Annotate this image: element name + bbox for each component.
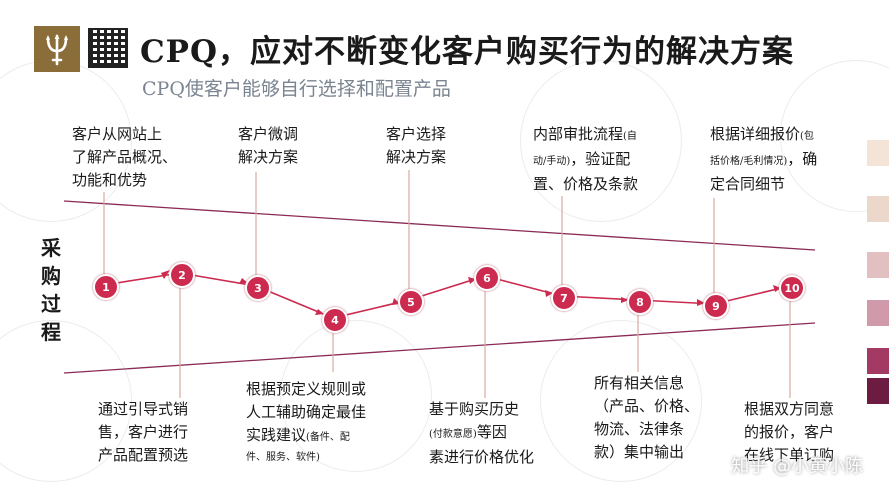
side-label-char: 购 bbox=[41, 264, 61, 288]
note-line: 素进行价格优化 bbox=[429, 448, 535, 466]
color-strip bbox=[867, 378, 889, 404]
note-step-9: 根据详细报价(包 括价格/毛利情况)，确 定合同细节 bbox=[710, 123, 817, 196]
purchase-process-label: 采 购 过 程 bbox=[36, 234, 66, 346]
color-strip bbox=[867, 300, 889, 326]
note-line: 售，客户进行 bbox=[98, 423, 189, 441]
note-step-4: 根据预定义规则或 人工辅助确定最佳 实践建议(备件、配 件、服务、软件) bbox=[246, 378, 366, 467]
note-line: 解决方案 bbox=[238, 148, 299, 166]
note-step-1: 客户从网站上 了解产品概况、 功能和优势 bbox=[72, 123, 177, 192]
watermark-circle bbox=[280, 320, 432, 472]
note-line: 括价格/毛利情况)，确 bbox=[710, 148, 817, 173]
note-line: 人工辅助确定最佳 bbox=[246, 403, 367, 421]
step-marker-6: 6 bbox=[474, 265, 500, 291]
step-marker-9: 9 bbox=[703, 293, 729, 319]
arrow-head bbox=[773, 285, 781, 292]
note-text: 等因 bbox=[476, 423, 507, 441]
note-step-7: 内部审批流程(自 动/手动)，验证配 置、价格及条款 bbox=[533, 123, 638, 196]
note-line: 根据详细报价(包 bbox=[710, 123, 817, 148]
note-line: 产品配置预选 bbox=[98, 446, 189, 464]
note-line: 根据预定义规则或 bbox=[246, 380, 367, 398]
note-line: 客户选择 bbox=[386, 125, 447, 143]
watermark-circle bbox=[540, 320, 702, 482]
note-line: 的报价，客户 bbox=[744, 423, 835, 441]
watermark-circle bbox=[520, 60, 682, 222]
note-small-text: (包 bbox=[800, 131, 814, 142]
trident-logo-icon bbox=[34, 26, 80, 72]
note-text: 根据详细报价 bbox=[710, 125, 801, 143]
note-step-10: 根据双方同意 的报价，客户 在线下单订购 bbox=[744, 398, 834, 467]
side-label-char: 程 bbox=[41, 320, 61, 344]
step-path bbox=[103, 272, 791, 319]
color-strip bbox=[867, 348, 889, 374]
note-line: （产品、价格、 bbox=[594, 397, 700, 415]
arrow-head bbox=[161, 270, 170, 279]
note-line: 根据双方同意 bbox=[744, 400, 835, 418]
note-line: 物流、法律条 bbox=[594, 420, 685, 438]
note-small-text: (备件、配 bbox=[306, 432, 350, 443]
color-strip bbox=[867, 140, 889, 166]
note-line: 通过引导式销 bbox=[98, 400, 189, 418]
note-line: 置、价格及条款 bbox=[533, 175, 639, 193]
note-line: 内部审批流程(自 bbox=[533, 123, 638, 148]
step-marker-1: 1 bbox=[93, 274, 119, 300]
step-marker-7: 7 bbox=[551, 285, 577, 311]
color-strip bbox=[867, 252, 889, 278]
note-step-6: 基于购买历史 (付款意愿)等因 素进行价格优化 bbox=[429, 398, 534, 469]
note-small-text: (付款意愿) bbox=[429, 429, 477, 440]
qr-code-icon bbox=[88, 28, 128, 68]
step-marker-5: 5 bbox=[398, 289, 424, 315]
note-line: 解决方案 bbox=[386, 148, 447, 166]
note-step-3: 客户微调 解决方案 bbox=[238, 123, 298, 169]
note-small-text: (自 bbox=[623, 131, 637, 142]
step-marker-10: 10 bbox=[779, 275, 805, 301]
note-line: 客户从网站上 bbox=[72, 125, 163, 143]
note-line: 功能和优势 bbox=[72, 171, 148, 189]
note-text: ，验证配 bbox=[570, 150, 631, 168]
page-subtitle: CPQ使客户能够自行选择和配置产品 bbox=[142, 78, 451, 100]
arrow-head bbox=[621, 297, 629, 303]
note-line: 基于购买历史 bbox=[429, 400, 520, 418]
note-line: 了解产品概况、 bbox=[72, 148, 178, 166]
note-step-2: 通过引导式销 售，客户进行 产品配置预选 bbox=[98, 398, 188, 467]
note-text: 内部审批流程 bbox=[533, 125, 624, 143]
side-label-char: 过 bbox=[41, 292, 61, 316]
note-line: 款）集中输出 bbox=[594, 443, 685, 461]
step-marker-8: 8 bbox=[627, 289, 653, 315]
step-marker-3: 3 bbox=[245, 275, 271, 301]
note-line: 客户微调 bbox=[238, 125, 299, 143]
funnel-bottom-line bbox=[63, 322, 816, 374]
note-small-text: 动/手动) bbox=[533, 156, 571, 167]
side-label-char: 采 bbox=[41, 236, 61, 260]
note-line: 动/手动)，验证配 bbox=[533, 148, 638, 173]
note-small-text: 括价格/毛利情况) bbox=[710, 156, 788, 167]
note-line: 定合同细节 bbox=[710, 175, 786, 193]
note-line: (付款意愿)等因 bbox=[429, 421, 534, 446]
note-step-8: 所有相关信息 （产品、价格、 物流、法律条 款）集中输出 bbox=[594, 372, 699, 464]
arrow-head bbox=[315, 309, 324, 315]
note-text: ，确 bbox=[787, 150, 818, 168]
arrow-head bbox=[697, 299, 705, 306]
color-strip bbox=[867, 196, 889, 222]
step-marker-2: 2 bbox=[169, 262, 195, 288]
page-title: CPQ，应对不断变化客户购买行为的解决方案 bbox=[140, 34, 794, 70]
funnel-top-line bbox=[63, 200, 816, 251]
note-line: 在线下单订购 bbox=[744, 446, 835, 464]
note-line: 实践建议(备件、配 bbox=[246, 424, 366, 449]
step-marker-4: 4 bbox=[322, 307, 348, 333]
zhihu-watermark: 知乎 @小黄小陈 bbox=[731, 456, 863, 477]
note-small-line: 件、服务、软件) bbox=[246, 452, 320, 463]
arrow-head bbox=[545, 290, 553, 297]
note-line: 所有相关信息 bbox=[594, 374, 685, 392]
note-text: 实践建议 bbox=[246, 426, 307, 444]
note-step-5: 客户选择 解决方案 bbox=[386, 123, 446, 169]
